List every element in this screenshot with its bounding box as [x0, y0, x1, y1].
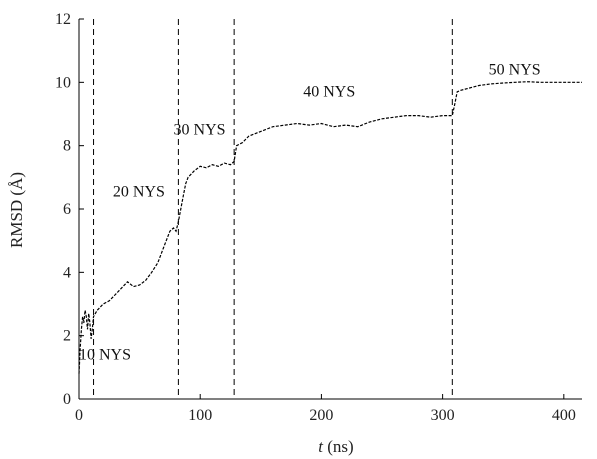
y-tick-label-4: 4 — [63, 264, 71, 281]
series-group — [78, 81, 582, 374]
annotations: 10 NYS 20 NYS 30 NYS 40 NYS 50 NYS — [79, 61, 541, 363]
x-ticks: 0 100 200 300 400 — [75, 394, 576, 424]
y-tick-label-0: 0 — [63, 391, 71, 408]
y-tick-label-2: 2 — [63, 328, 71, 345]
x-tick-label-100: 100 — [188, 407, 212, 424]
x-axis-title-unit: (ns) — [323, 437, 354, 456]
x-tick-label-200: 200 — [309, 407, 333, 424]
dashed-vertical-lines — [93, 19, 453, 399]
annotation-4: 40 NYS — [303, 84, 355, 101]
x-tick-label-400: 400 — [552, 407, 576, 424]
x-tick-label-0: 0 — [75, 407, 83, 424]
y-tick-label-6: 6 — [63, 201, 71, 218]
x-axis-title: t (ns) — [318, 437, 353, 456]
x-axis-title-italic: t — [318, 437, 324, 456]
annotation-3: 30 NYS — [174, 122, 226, 139]
x-tick-label-300: 300 — [431, 407, 455, 424]
y-axis-title: RMSD (Å) — [7, 172, 26, 248]
annotation-1: 10 NYS — [79, 346, 131, 363]
annotation-5: 50 NYS — [489, 61, 541, 78]
y-tick-label-10: 10 — [55, 74, 71, 91]
y-tick-label-12: 12 — [55, 11, 71, 28]
annotation-2: 20 NYS — [113, 183, 165, 200]
series-line-1 — [78, 81, 582, 374]
y-tick-label-8: 8 — [63, 138, 71, 155]
y-ticks: 0 2 4 6 8 10 12 — [55, 11, 84, 408]
